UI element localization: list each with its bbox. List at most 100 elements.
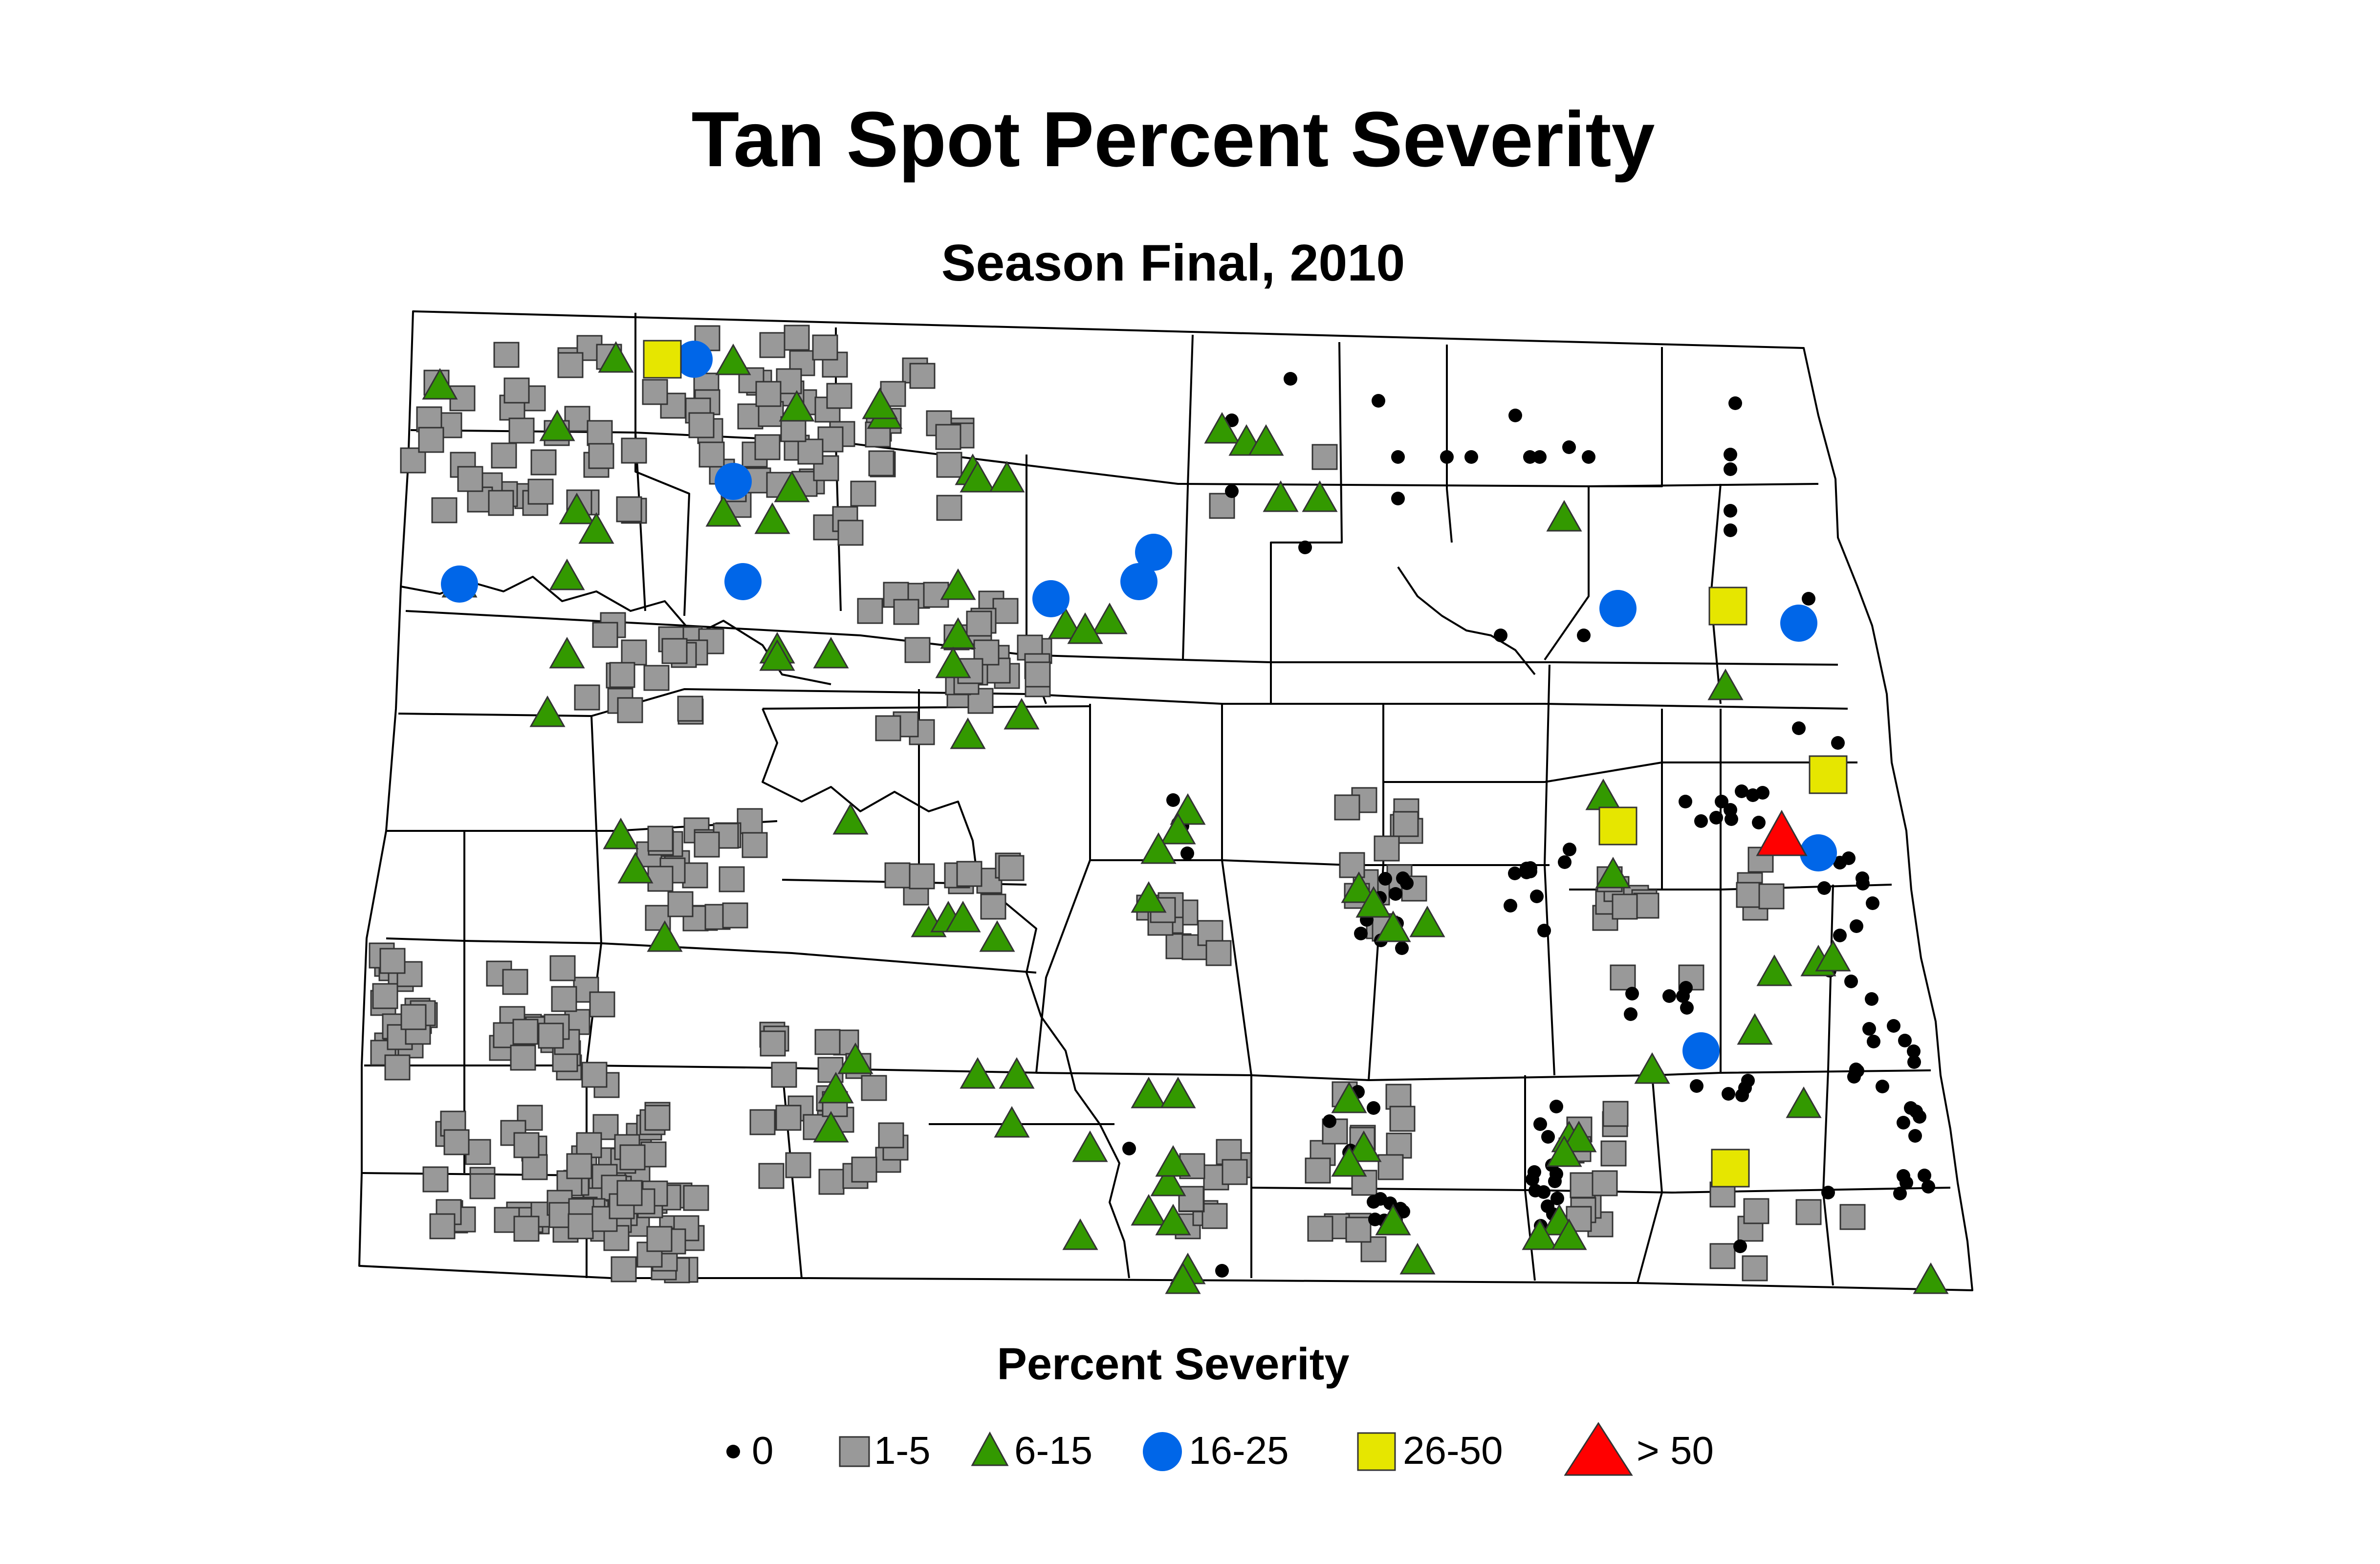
marker-severity-1-5 (998, 855, 1025, 881)
marker-severity-1-5 (527, 478, 554, 505)
marker-severity-1-5 (611, 1256, 637, 1282)
marker-severity-1-5 (617, 697, 643, 723)
marker-severity-1-5 (1742, 1255, 1768, 1282)
marker-severity-1-5 (884, 862, 911, 889)
marker-severity-1-5 (1592, 1170, 1618, 1196)
marker-severity-1-5 (644, 1105, 671, 1131)
marker-severity-1-5 (771, 1062, 797, 1088)
marker-severity-1-5 (372, 983, 398, 1009)
marker-severity-0 (1504, 899, 1517, 912)
marker-severity-6-15 (1155, 1145, 1191, 1177)
marker-severity-1-5 (814, 1029, 841, 1055)
marker-severity-1-5 (1385, 1084, 1412, 1110)
marker-severity-6-15 (529, 695, 566, 727)
county-line (1524, 1075, 1536, 1281)
marker-severity-0 (1528, 1165, 1541, 1179)
county-line (364, 1064, 1042, 1074)
marker-severity-1-5 (1758, 883, 1785, 910)
marker-severity-1-5 (510, 1044, 536, 1071)
marker-severity-6-15 (1131, 1076, 1167, 1108)
marker-severity-0 (1676, 989, 1690, 1003)
marker-severity-1-5 (1393, 811, 1419, 837)
marker-severity-1-5 (784, 325, 810, 351)
marker-severity-0 (1541, 1130, 1555, 1144)
marker-severity-1-5 (429, 1213, 456, 1239)
county-line (1383, 761, 1857, 783)
marker-severity-6-15 (989, 460, 1025, 493)
marker-severity-0 (1440, 450, 1454, 464)
marker-severity-1-5 (1305, 1157, 1331, 1184)
marker-severity-0 (1548, 1174, 1562, 1188)
marker-severity-1-5 (909, 863, 935, 890)
marker-severity-0 (1625, 987, 1639, 1000)
marker-severity-6-15 (779, 390, 815, 422)
marker-severity-6-15 (1204, 412, 1240, 444)
marker-severity-6-15 (1595, 856, 1631, 889)
marker-severity-1-5 (904, 637, 931, 663)
legend-label: > 50 (1637, 1429, 1714, 1472)
marker-severity-1-5 (1222, 1159, 1248, 1185)
marker-severity-6-15 (1248, 424, 1284, 456)
marker-severity-6-15 (940, 617, 976, 649)
marker-severity-6-15 (1707, 668, 1744, 700)
marker-severity-6-15 (1341, 871, 1377, 903)
marker-severity-0 (1582, 450, 1595, 464)
marker-severity-1-5 (1339, 852, 1365, 878)
marker-severity-1-5 (443, 1129, 470, 1155)
marker-severity-1-5 (581, 1062, 608, 1088)
state-outline (358, 310, 1973, 1291)
marker-severity-26-50 (1809, 755, 1848, 794)
river-boundary (1397, 566, 1536, 675)
county-line (1822, 884, 1834, 1286)
red-triangle-icon (1564, 1422, 1633, 1476)
marker-severity-1-5 (682, 862, 708, 889)
marker-severity-0 (1372, 394, 1385, 408)
marker-severity-6-15 (1815, 939, 1851, 972)
marker-severity-0 (1741, 1074, 1755, 1087)
marker-severity-6-15 (1561, 1120, 1597, 1152)
county-line (405, 610, 1838, 666)
yellow-square-icon (1357, 1432, 1396, 1471)
marker-severity-gt-50 (1756, 809, 1808, 856)
marker-severity-26-50 (1598, 806, 1638, 846)
marker-severity-1-5 (502, 969, 528, 995)
marker-severity-0 (1724, 504, 1737, 518)
marker-severity-1-5 (857, 598, 883, 624)
marker-severity-1-5 (878, 1122, 904, 1149)
marker-severity-1-5 (760, 1030, 786, 1057)
marker-severity-0 (1166, 793, 1180, 807)
marker-severity-6-15 (935, 646, 971, 678)
marker-severity-1-5 (749, 1109, 776, 1135)
marker-severity-1-5 (1311, 444, 1338, 470)
marker-severity-6-15 (1399, 1242, 1436, 1275)
marker-severity-6-15 (1346, 1130, 1382, 1162)
marker-severity-1-5 (797, 438, 824, 465)
marker-severity-0 (1866, 896, 1879, 910)
marker-severity-0 (1728, 396, 1742, 410)
marker-severity-0 (1690, 1079, 1703, 1093)
marker-severity-6-15 (603, 817, 639, 849)
marker-severity-0 (1907, 1055, 1921, 1069)
marker-severity-1-5 (722, 902, 748, 929)
marker-severity-0 (1624, 1007, 1638, 1021)
marker-severity-1-5 (1839, 1204, 1866, 1230)
marker-severity-1-5 (754, 434, 781, 460)
marker-severity-0 (1876, 1080, 1889, 1093)
marker-severity-1-5 (400, 1004, 427, 1030)
marker-severity-6-15 (1756, 954, 1792, 986)
marker-severity-0 (1893, 1187, 1907, 1200)
marker-severity-0 (1215, 1264, 1229, 1278)
marker-severity-0 (1833, 929, 1847, 942)
marker-severity-6-15 (862, 387, 898, 419)
marker-severity-6-15 (1263, 480, 1299, 512)
marker-severity-1-5 (677, 695, 703, 722)
marker-severity-1-5 (642, 379, 668, 405)
marker-severity-1-5 (643, 665, 670, 691)
blue-circle-icon (1143, 1432, 1182, 1471)
marker-severity-16-25 (1120, 563, 1157, 600)
marker-severity-6-15 (1131, 1194, 1167, 1226)
marker-severity-1-5 (719, 866, 745, 892)
marker-severity-6-15 (1331, 1081, 1367, 1113)
marker-severity-1-5 (574, 684, 600, 711)
